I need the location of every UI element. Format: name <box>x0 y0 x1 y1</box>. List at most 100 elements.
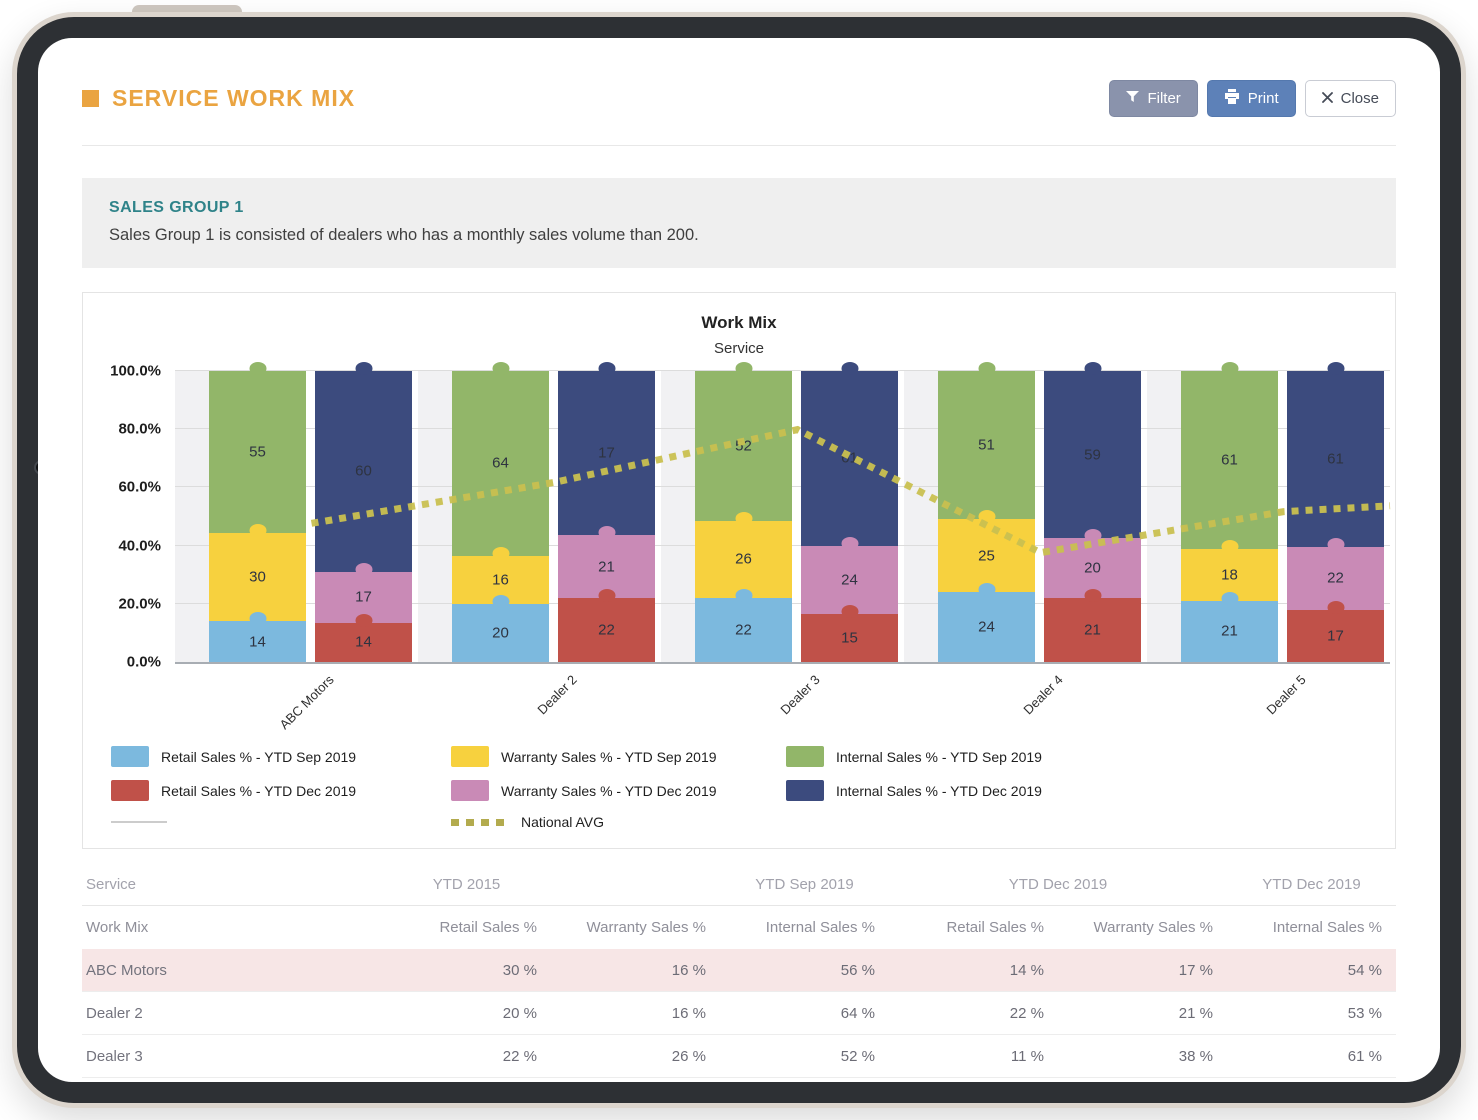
stacked-bar[interactable]: 15 24 61 <box>801 362 898 662</box>
bar-segment[interactable]: 60 <box>315 371 412 572</box>
gridline <box>175 370 1390 371</box>
table-cell: 52 % <box>840 1047 875 1065</box>
legend-label: Internal Sales % - YTD Dec 2019 <box>836 782 1042 799</box>
bar-segment[interactable]: 17 <box>1287 609 1384 662</box>
bar-segment-value: 24 <box>841 571 858 589</box>
table-group-header: YTD Dec 2019 <box>1262 875 1361 893</box>
segment-top-marker <box>841 605 858 618</box>
legend-swatch <box>111 780 149 801</box>
segment-top-marker <box>978 362 995 375</box>
legend-label: National AVG <box>521 814 605 830</box>
bar-segment-value: 52 <box>735 437 752 455</box>
table-column-header-row: Work Mix Retail Sales % Warranty Sales % In… <box>82 906 1396 949</box>
bar-segment[interactable]: 14 <box>209 621 306 662</box>
stacked-bar[interactable]: 24 25 51 <box>938 362 1035 662</box>
bar-segment-value: 61 <box>841 449 858 467</box>
table-group-header: YTD 2015 <box>432 875 501 893</box>
bar-segment[interactable]: 24 <box>801 545 898 614</box>
bar-segment[interactable]: 26 <box>695 520 792 598</box>
table-group-header: Service <box>86 875 137 893</box>
plot-area: 0.0% 20.0% 40.0% 60.0% 80.0% 100.0% 14 30 55 14 17… <box>110 362 1391 671</box>
y-axis-tick-label: 80.0% <box>118 420 161 438</box>
bar-segment[interactable]: 22 <box>558 597 655 662</box>
stacked-bar[interactable]: 17 22 61 <box>1287 362 1384 662</box>
table-cell: 17 % <box>1178 961 1213 979</box>
legend-item[interactable]: Warranty Sales % - YTD Sep 2019 <box>451 746 786 767</box>
bar-segment[interactable]: 21 <box>1181 600 1278 662</box>
legend-item[interactable]: National AVG <box>451 814 786 830</box>
bar-segment[interactable]: 61 <box>1181 371 1278 549</box>
bar-segment[interactable]: 64 <box>452 371 549 556</box>
close-button[interactable]: Close <box>1304 80 1396 117</box>
segment-top-marker <box>598 588 615 602</box>
tablet-frame: SERVICE WORK MIX Filter Print <box>12 12 1466 1108</box>
legend-swatch <box>786 780 824 801</box>
legend-item[interactable]: Retail Sales % - YTD Sep 2019 <box>111 746 451 767</box>
stacked-bar[interactable]: 14 30 55 <box>209 362 306 662</box>
bar-segment[interactable]: 14 <box>315 622 412 662</box>
bar-segment-value: 21 <box>598 558 615 576</box>
filter-button-label: Filter <box>1147 90 1181 107</box>
stacked-bar[interactable]: 21 18 61 <box>1181 362 1278 662</box>
legend-item[interactable]: Retail Sales % - YTD Dec 2019 <box>111 780 451 801</box>
bar-segment-value: 64 <box>492 454 509 472</box>
bar-segment[interactable]: 55 <box>209 371 306 533</box>
legend-item[interactable] <box>111 814 451 830</box>
table-row-name: Dealer 2 <box>86 1004 143 1022</box>
print-button[interactable]: Print <box>1206 80 1296 117</box>
segment-top-marker <box>598 362 615 375</box>
table-row-name: Dealer 3 <box>86 1047 143 1065</box>
table-cell: 20 % <box>502 1004 537 1022</box>
table-column-header: Warranty Sales % <box>586 919 706 936</box>
segment-top-marker <box>492 594 509 608</box>
stacked-bar[interactable]: 14 17 60 <box>315 362 412 662</box>
legend-item[interactable]: Warranty Sales % - YTD Dec 2019 <box>451 780 786 801</box>
stacked-bar[interactable]: 22 21 17 <box>558 362 655 662</box>
stacked-bar[interactable]: 22 26 52 <box>695 362 792 662</box>
table-group-header-row: Service YTD 2015 YTD Sep 2019 YTD Dec 2019 Y… <box>82 863 1396 906</box>
bar-segment-value: 30 <box>249 568 266 586</box>
table-row[interactable]: Dealer 3 22 % 26 % 52 % 11 % 38 % 61 % <box>82 1035 1396 1078</box>
bar-segment[interactable]: 22 <box>1287 547 1384 610</box>
bar-segment[interactable]: 59 <box>1044 371 1141 539</box>
stacked-bar[interactable]: 21 20 59 <box>1044 362 1141 662</box>
segment-top-marker <box>355 613 372 627</box>
bar-segment[interactable]: 51 <box>938 371 1035 520</box>
table-row[interactable]: ABC Motors 30 % 16 % 56 % 14 % 17 % 54 % <box>82 949 1396 992</box>
segment-top-marker <box>492 546 509 560</box>
chart-subtitle: Service <box>713 340 765 357</box>
bar-segment[interactable]: 61 <box>1287 371 1384 548</box>
bar-segment[interactable]: 61 <box>801 371 898 546</box>
table-row[interactable]: Dealer 2 20 % 16 % 64 % 22 % 21 % 53 % <box>82 992 1396 1035</box>
table-cell: 26 % <box>671 1047 706 1065</box>
bar-segment[interactable]: 21 <box>1044 597 1141 662</box>
segment-top-marker <box>249 362 266 375</box>
segment-top-marker <box>735 362 752 375</box>
stacked-bar[interactable]: 20 16 64 <box>452 362 549 662</box>
table-cell: 30 % <box>502 961 537 979</box>
bar-segment[interactable]: 22 <box>695 597 792 662</box>
bar-segment[interactable]: 25 <box>938 519 1035 593</box>
printer-icon <box>1224 89 1240 108</box>
legend-item[interactable]: Internal Sales % - YTD Dec 2019 <box>786 780 1395 801</box>
bar-segment-value: 61 <box>1327 450 1344 468</box>
bar-segment[interactable]: 17 <box>558 371 655 536</box>
bar-segment-value: 51 <box>978 436 995 454</box>
bar-segment-value: 22 <box>735 621 752 639</box>
app-header: SERVICE WORK MIX Filter Print <box>82 80 1396 117</box>
bar-segment[interactable]: 20 <box>452 603 549 662</box>
bar-segment-value: 17 <box>1327 627 1344 645</box>
legend-item[interactable]: Internal Sales % - YTD Sep 2019 <box>786 746 1395 767</box>
segment-top-marker <box>249 612 266 626</box>
bar-segment-value: 21 <box>1084 621 1101 639</box>
segment-top-marker <box>249 523 266 537</box>
bar-segment[interactable]: 15 <box>801 614 898 662</box>
filter-button[interactable]: Filter <box>1109 80 1198 117</box>
bar-segment[interactable]: 24 <box>938 592 1035 662</box>
table-column-header: Retail Sales % <box>946 919 1044 936</box>
filter-icon <box>1126 90 1140 107</box>
chart-panel: Work Mix Service 0.0% 20.0% 40.0% 60.0% 80.0… <box>82 292 1396 849</box>
bar-segment[interactable]: 30 <box>209 532 306 622</box>
bar-segment-value: 61 <box>1221 451 1238 469</box>
bar-segment[interactable]: 52 <box>695 371 792 521</box>
